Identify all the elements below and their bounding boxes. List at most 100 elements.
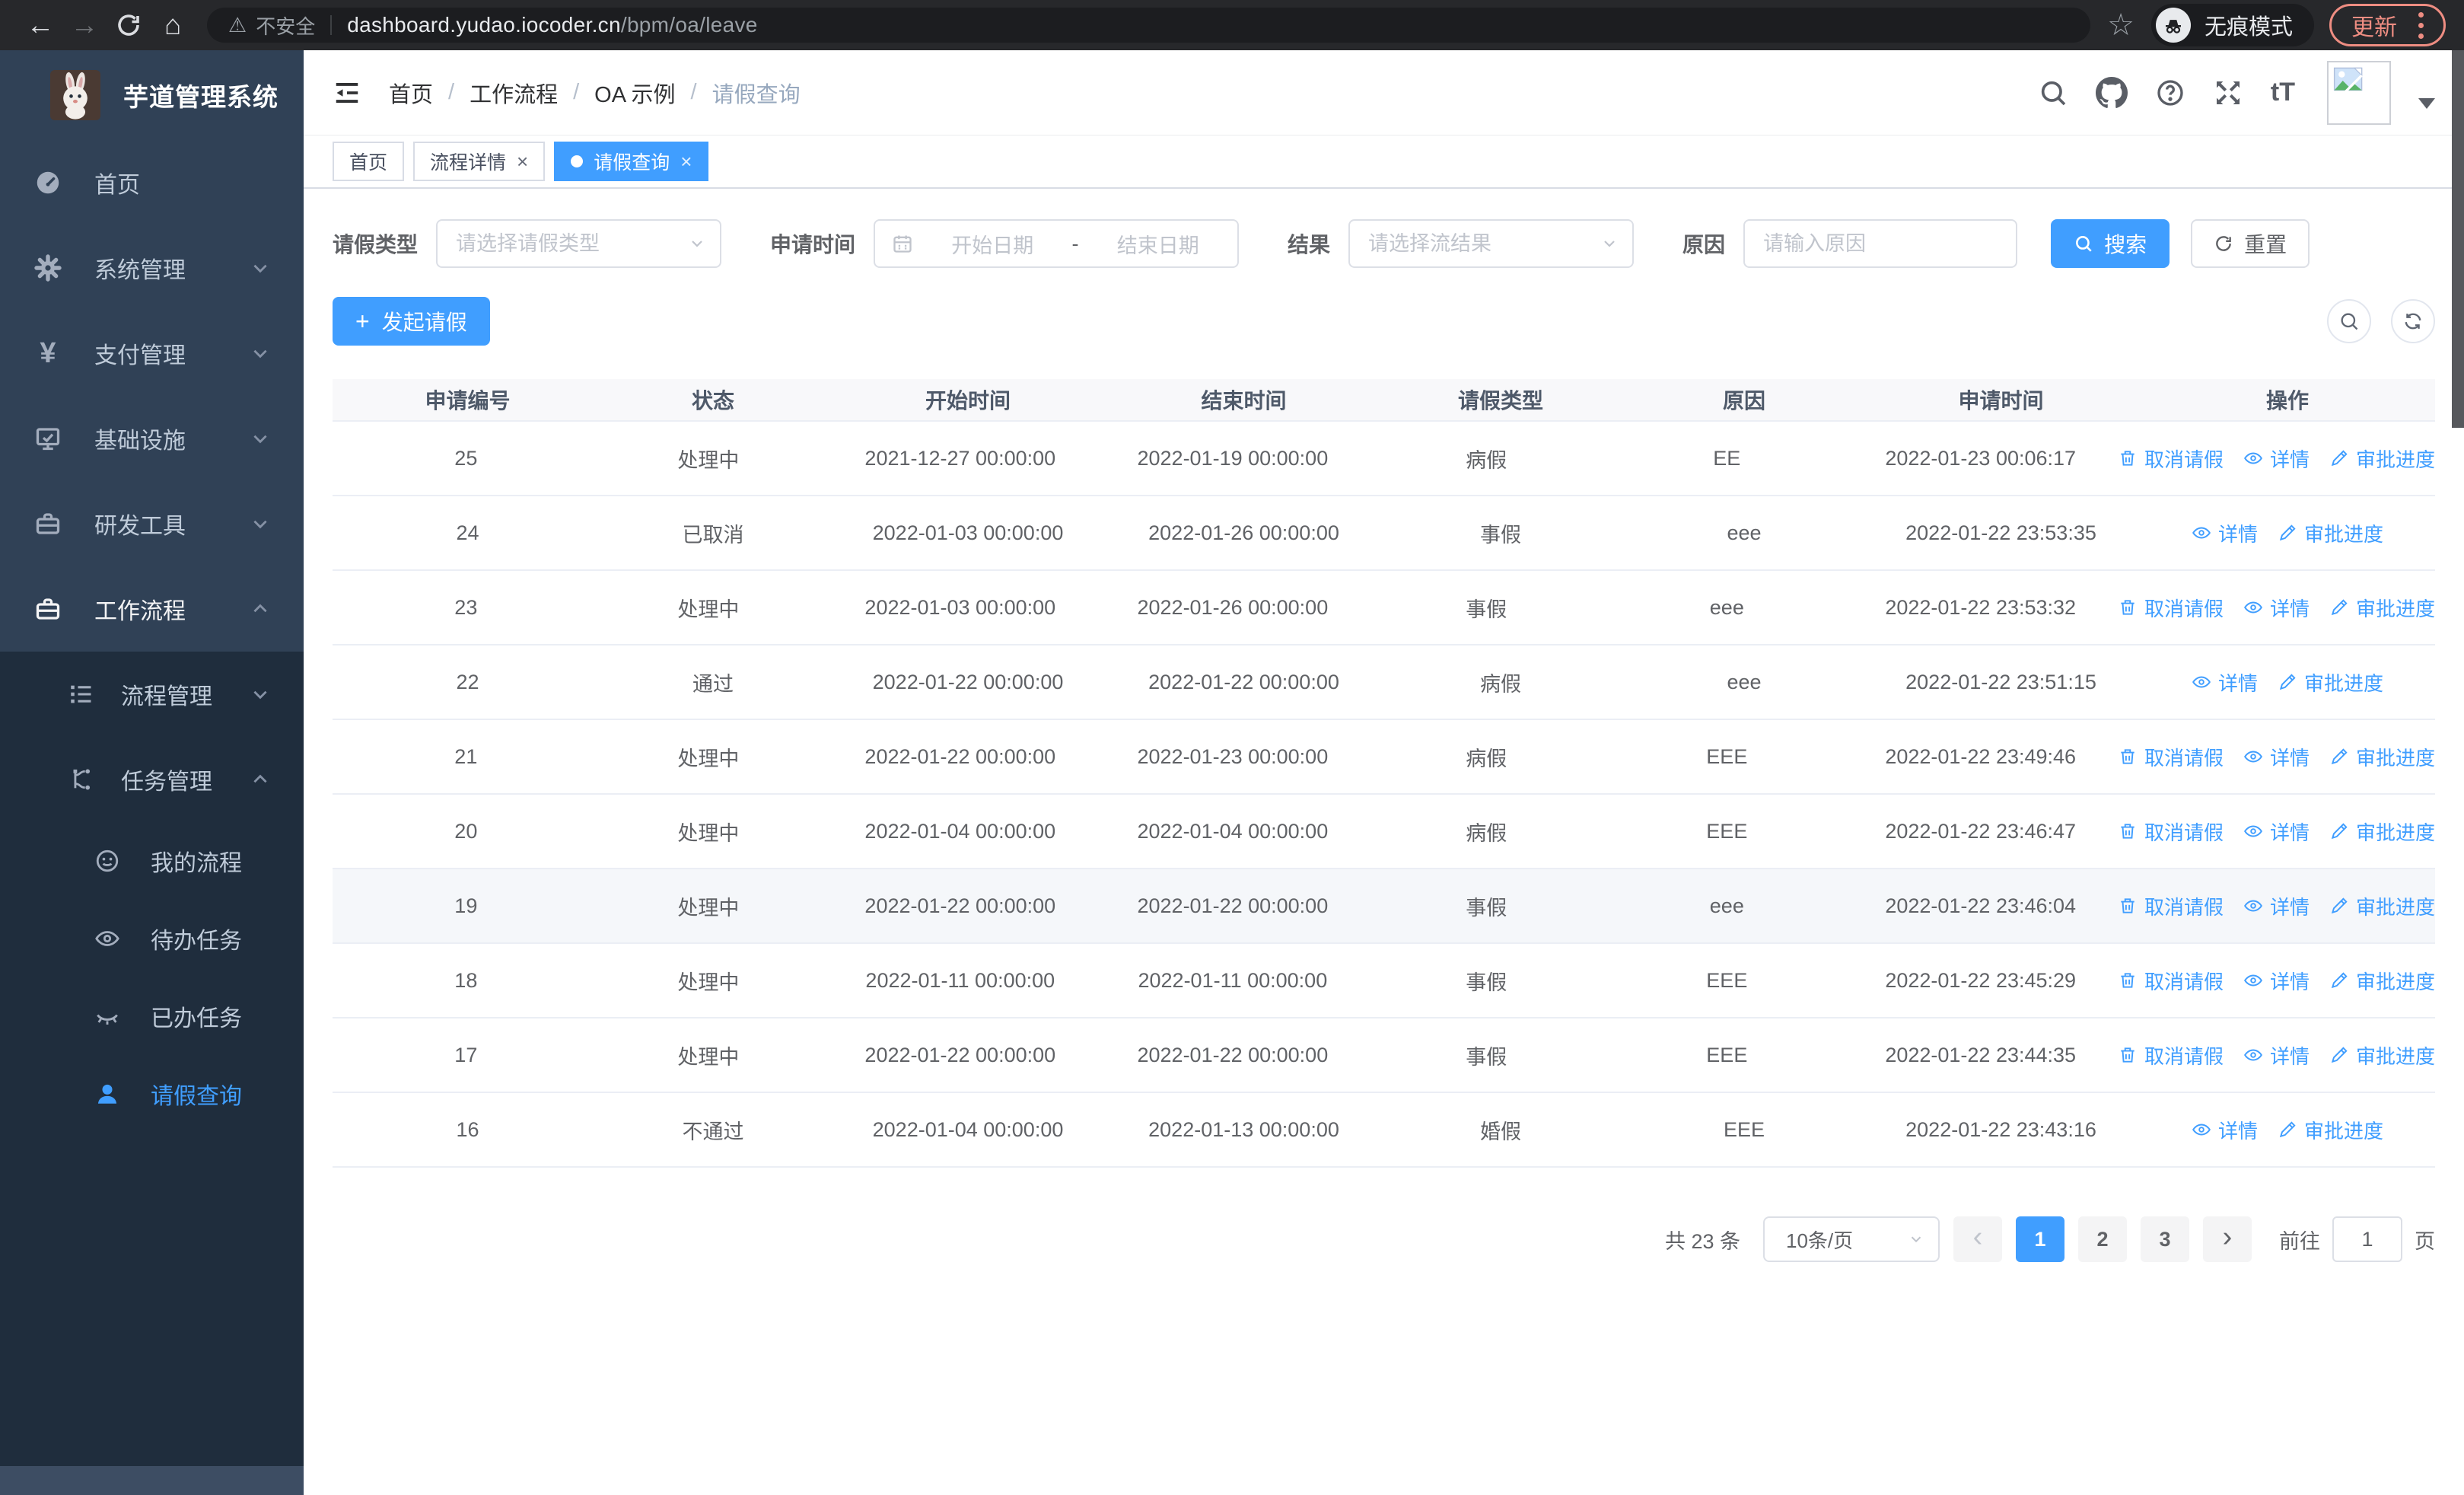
table-row[interactable]: 18 处理中 2022-01-11 00:00:00 2022-01-11 00…	[333, 944, 2435, 1018]
approval-progress-link[interactable]: 审批进度	[2278, 1116, 2383, 1144]
result-input[interactable]	[1350, 221, 1633, 266]
pagination: 共 23 条 10条/页 ‹ 1 2 3 › 前往 页	[333, 1216, 2435, 1262]
fullscreen-icon[interactable]	[2213, 78, 2243, 108]
avatar[interactable]	[2327, 60, 2391, 125]
help-icon[interactable]	[2155, 78, 2185, 108]
prev-page-button[interactable]: ‹	[1953, 1216, 2002, 1262]
sidebar-item-system[interactable]: 系统管理	[0, 225, 304, 311]
detail-link[interactable]: 详情	[2243, 967, 2310, 995]
cancel-leave-link[interactable]: 取消请假	[2118, 445, 2224, 473]
approval-progress-link[interactable]: 审批进度	[2329, 818, 2435, 846]
table-row[interactable]: 16 不通过 2022-01-04 00:00:00 2022-01-13 00…	[333, 1093, 2435, 1168]
table-row[interactable]: 21 处理中 2022-01-22 00:00:00 2022-01-23 00…	[333, 720, 2435, 795]
table-row[interactable]: 23 处理中 2022-01-03 00:00:00 2022-01-26 00…	[333, 571, 2435, 645]
sidebar-fold-icon[interactable]	[333, 78, 361, 107]
page-button-3[interactable]: 3	[2141, 1216, 2189, 1262]
breadcrumb-home[interactable]: 首页	[389, 82, 434, 107]
cancel-leave-link[interactable]: 取消请假	[2118, 967, 2224, 995]
page-button-1[interactable]: 1	[2016, 1216, 2064, 1262]
tab-process-detail[interactable]: 流程详情 ×	[413, 142, 546, 181]
approval-progress-link[interactable]: 审批进度	[2278, 668, 2383, 696]
approval-progress-link[interactable]: 审批进度	[2278, 519, 2383, 547]
reason-field[interactable]	[1743, 219, 2018, 268]
apply-time-range-picker[interactable]: 开始日期 - 结束日期	[874, 219, 1240, 268]
sidebar-item-todo-tasks[interactable]: 待办任务	[0, 900, 304, 977]
sidebar-item-done-tasks[interactable]: 已办任务	[0, 977, 304, 1055]
sidebar-item-infrastructure[interactable]: 基础设施	[0, 396, 304, 481]
browser-back-icon[interactable]: ←	[26, 9, 55, 40]
tab-leave-query[interactable]: 请假查询 ×	[554, 142, 709, 181]
next-page-button[interactable]: ›	[2203, 1216, 2252, 1262]
browser-update-button[interactable]: 更新	[2329, 4, 2446, 46]
detail-link[interactable]: 详情	[2192, 1116, 2258, 1144]
font-size-icon[interactable]: tT	[2270, 78, 2295, 107]
approval-progress-link[interactable]: 审批进度	[2329, 892, 2435, 920]
leave-type-select[interactable]	[436, 219, 722, 268]
search-icon[interactable]	[2038, 78, 2068, 108]
sidebar-item-leave-query[interactable]: 请假查询	[0, 1055, 304, 1133]
cell-reason: EEE	[1706, 968, 1748, 992]
cancel-leave-link[interactable]: 取消请假	[2118, 743, 2224, 771]
breadcrumb-workflow[interactable]: 工作流程	[470, 82, 559, 107]
table-row[interactable]: 25 处理中 2021-12-27 00:00:00 2022-01-19 00…	[333, 422, 2435, 496]
close-icon[interactable]: ×	[680, 149, 692, 173]
page-size-select[interactable]: 10条/页	[1763, 1216, 1940, 1262]
address-bar[interactable]: ⚠ 不安全 dashboard.yudao.iocoder.cn/bpm/oa/…	[207, 8, 2091, 43]
approval-progress-link[interactable]: 审批进度	[2329, 743, 2435, 771]
approval-progress-link[interactable]: 审批进度	[2329, 967, 2435, 995]
browser-home-icon[interactable]: ⌂	[164, 9, 182, 40]
approval-progress-link[interactable]: 审批进度	[2329, 1041, 2435, 1069]
goto-page-input[interactable]	[2332, 1216, 2402, 1262]
cancel-leave-link[interactable]: 取消请假	[2118, 1041, 2224, 1069]
table-row[interactable]: 17 处理中 2022-01-22 00:00:00 2022-01-22 00…	[333, 1018, 2435, 1093]
detail-link[interactable]: 详情	[2243, 1041, 2310, 1069]
cancel-leave-link[interactable]: 取消请假	[2118, 594, 2224, 622]
reset-button[interactable]: 重置	[2191, 219, 2310, 268]
avatar-caret-down-icon[interactable]	[2418, 97, 2435, 109]
sidebar-item-my-process[interactable]: 我的流程	[0, 822, 304, 900]
detail-link[interactable]: 详情	[2243, 594, 2310, 622]
browser-scrollbar[interactable]	[2452, 50, 2464, 428]
close-icon[interactable]: ×	[517, 149, 529, 173]
cancel-leave-link[interactable]: 取消请假	[2118, 818, 2224, 846]
sidebar-item-process-mgmt[interactable]: 流程管理	[0, 652, 304, 737]
detail-link[interactable]: 详情	[2192, 519, 2258, 547]
tab-home[interactable]: 首页	[333, 142, 405, 181]
sidebar-logo[interactable]: 芋道管理系统	[0, 50, 304, 140]
cancel-leave-link[interactable]: 取消请假	[2118, 892, 2224, 920]
approval-progress-link[interactable]: 审批进度	[2329, 445, 2435, 473]
browser-forward-icon[interactable]: →	[70, 9, 99, 40]
sidebar-item-payment[interactable]: ¥ 支付管理	[0, 311, 304, 396]
browser-reload-icon[interactable]	[107, 11, 151, 39]
not-secure-label[interactable]: 不安全	[256, 14, 316, 38]
table-row[interactable]: 19 处理中 2022-01-22 00:00:00 2022-01-22 00…	[333, 869, 2435, 944]
approval-progress-link[interactable]: 审批进度	[2329, 594, 2435, 622]
page-button-2[interactable]: 2	[2078, 1216, 2127, 1262]
table-refresh-button[interactable]	[2391, 299, 2435, 343]
detail-link[interactable]: 详情	[2192, 668, 2258, 696]
sidebar-item-home[interactable]: 首页	[0, 140, 304, 225]
end-date-placeholder[interactable]: 结束日期	[1116, 234, 1199, 257]
table-row[interactable]: 20 处理中 2022-01-04 00:00:00 2022-01-04 00…	[333, 795, 2435, 869]
leave-type-input[interactable]	[438, 221, 721, 266]
bookmark-star-icon[interactable]: ☆	[2107, 8, 2135, 42]
start-date-placeholder[interactable]: 开始日期	[951, 234, 1034, 257]
table-row[interactable]: 24 已取消 2022-01-03 00:00:00 2022-01-26 00…	[333, 496, 2435, 571]
cell-actions: 取消请假 详情 审批进度	[2118, 818, 2435, 846]
github-icon[interactable]	[2095, 76, 2128, 109]
detail-link[interactable]: 详情	[2243, 818, 2310, 846]
detail-link[interactable]: 详情	[2243, 892, 2310, 920]
detail-link[interactable]: 详情	[2243, 743, 2310, 771]
search-button[interactable]: 搜索	[2051, 219, 2170, 268]
browser-menu-icon[interactable]	[2418, 11, 2424, 39]
sidebar-item-task-mgmt[interactable]: 任务管理	[0, 737, 304, 822]
create-leave-button[interactable]: + 发起请假	[333, 297, 490, 346]
result-select[interactable]	[1348, 219, 1635, 268]
table-search-toggle-button[interactable]	[2327, 299, 2371, 343]
breadcrumb-oa-example[interactable]: OA 示例	[594, 82, 676, 107]
sidebar-item-workflow[interactable]: 工作流程	[0, 566, 304, 652]
table-row[interactable]: 22 通过 2022-01-22 00:00:00 2022-01-22 00:…	[333, 645, 2435, 720]
detail-link[interactable]: 详情	[2243, 445, 2310, 473]
reason-input[interactable]	[1745, 221, 2017, 266]
sidebar-item-dev-tools[interactable]: 研发工具	[0, 481, 304, 566]
